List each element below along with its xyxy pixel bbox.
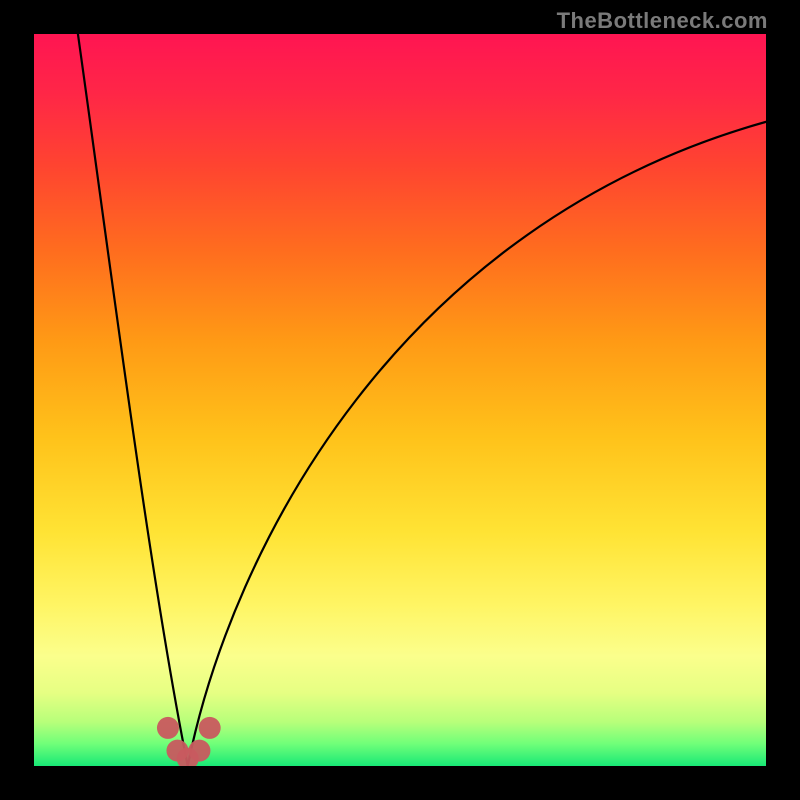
plot-background [34,34,766,766]
chart-frame: TheBottleneck.com [0,0,800,800]
watermark-text: TheBottleneck.com [557,8,768,34]
plot-svg [34,34,766,766]
